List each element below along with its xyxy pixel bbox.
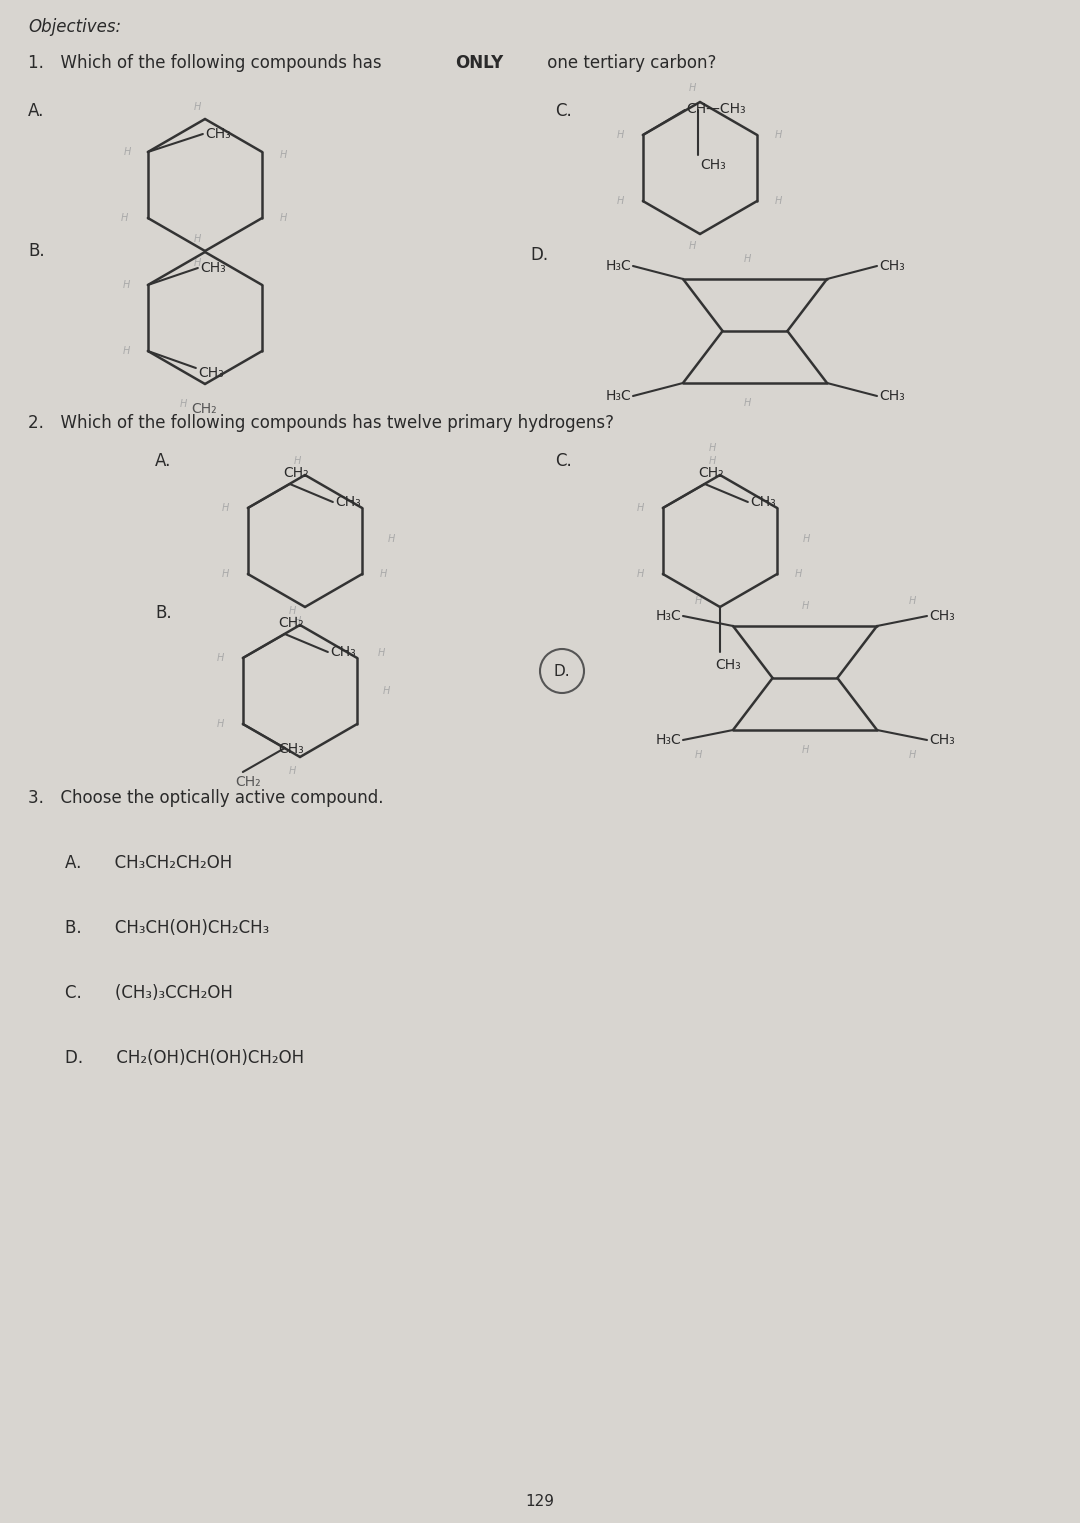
Text: 1. Which of the following compounds has: 1. Which of the following compounds has (28, 53, 387, 72)
Text: H: H (193, 257, 201, 268)
Text: CH₃: CH₃ (278, 742, 303, 755)
Text: H: H (193, 235, 201, 244)
Text: H: H (617, 129, 623, 140)
Text: H: H (123, 148, 131, 157)
Text: D.: D. (554, 664, 570, 679)
Text: C.  (CH₃)₃CCH₂OH: C. (CH₃)₃CCH₂OH (65, 984, 233, 1002)
Text: CH₃: CH₃ (879, 259, 905, 273)
Text: H: H (743, 398, 751, 408)
Text: CH₃: CH₃ (715, 658, 741, 672)
Text: H: H (193, 102, 201, 113)
Text: H: H (294, 455, 300, 466)
Text: CH₂: CH₂ (278, 615, 303, 631)
Text: H: H (908, 749, 916, 760)
Text: 129: 129 (526, 1494, 554, 1508)
Text: H: H (294, 615, 300, 626)
Text: H: H (379, 570, 387, 579)
Text: H₃C: H₃C (605, 259, 631, 273)
Text: H: H (801, 745, 809, 755)
Text: H: H (688, 82, 696, 93)
Text: CH₂: CH₂ (698, 466, 724, 480)
Text: CH₃: CH₃ (929, 609, 955, 623)
Text: H: H (694, 595, 702, 606)
Text: CH—CH₃: CH—CH₃ (686, 102, 745, 116)
Text: A.  CH₃CH₂CH₂OH: A. CH₃CH₂CH₂OH (65, 854, 232, 873)
Text: H: H (688, 241, 696, 251)
Text: H: H (288, 606, 296, 615)
Text: A.: A. (156, 452, 172, 471)
Text: H: H (280, 213, 286, 222)
Text: CH₃: CH₃ (879, 388, 905, 404)
Text: H₃C: H₃C (656, 733, 681, 746)
Text: CH₃: CH₃ (700, 158, 726, 172)
Text: CH₃: CH₃ (929, 733, 955, 746)
Text: H: H (122, 346, 130, 356)
Text: CH₃: CH₃ (335, 495, 361, 509)
Text: H: H (636, 503, 644, 513)
Text: H: H (120, 213, 127, 222)
Text: H: H (794, 570, 801, 579)
Text: H: H (179, 399, 187, 410)
Text: H₃C: H₃C (605, 388, 631, 404)
Text: H: H (388, 535, 394, 544)
Text: D.  CH₂(OH)CH(OH)CH₂OH: D. CH₂(OH)CH(OH)CH₂OH (65, 1049, 305, 1068)
Text: H: H (288, 766, 296, 777)
Text: H₃C: H₃C (656, 609, 681, 623)
Text: H: H (774, 196, 782, 206)
Text: H: H (377, 647, 384, 658)
Text: one tertiary carbon?: one tertiary carbon? (542, 53, 716, 72)
Text: CH₂: CH₂ (283, 466, 309, 480)
Text: CH₃: CH₃ (329, 646, 355, 659)
Text: H: H (122, 280, 130, 289)
Text: CH₃: CH₃ (198, 366, 224, 381)
Text: H: H (280, 151, 286, 160)
Text: B.: B. (156, 605, 172, 621)
Text: H: H (694, 749, 702, 760)
Text: 3. Choose the optically active compound.: 3. Choose the optically active compound. (28, 789, 383, 807)
Text: A.: A. (28, 102, 44, 120)
Text: C.: C. (555, 452, 571, 471)
Text: D.: D. (530, 247, 549, 263)
Text: H: H (221, 570, 229, 579)
Text: H: H (636, 570, 644, 579)
Text: H: H (382, 685, 390, 696)
Text: CH₃: CH₃ (205, 126, 231, 142)
Text: 2. Which of the following compounds has twelve primary hydrogens?: 2. Which of the following compounds has … (28, 414, 615, 433)
Text: CH₂: CH₂ (191, 402, 217, 416)
Text: Objectives:: Objectives: (28, 18, 121, 37)
Text: CH₃: CH₃ (200, 260, 226, 276)
Text: H: H (708, 455, 716, 466)
Text: H: H (908, 595, 916, 606)
Text: B.  CH₃CH(OH)CH₂CH₃: B. CH₃CH(OH)CH₂CH₃ (65, 918, 269, 937)
Text: H: H (743, 254, 751, 263)
Text: H: H (221, 503, 229, 513)
Text: H: H (216, 719, 224, 730)
Text: ONLY: ONLY (455, 53, 503, 72)
Text: H: H (801, 602, 809, 611)
Text: H: H (802, 535, 810, 544)
Text: H: H (708, 443, 716, 452)
Text: H: H (617, 196, 623, 206)
Text: H: H (774, 129, 782, 140)
Text: H: H (216, 653, 224, 663)
Text: CH₃: CH₃ (750, 495, 775, 509)
Text: CH₂: CH₂ (234, 775, 260, 789)
Text: B.: B. (28, 242, 44, 260)
Text: C.: C. (555, 102, 571, 120)
